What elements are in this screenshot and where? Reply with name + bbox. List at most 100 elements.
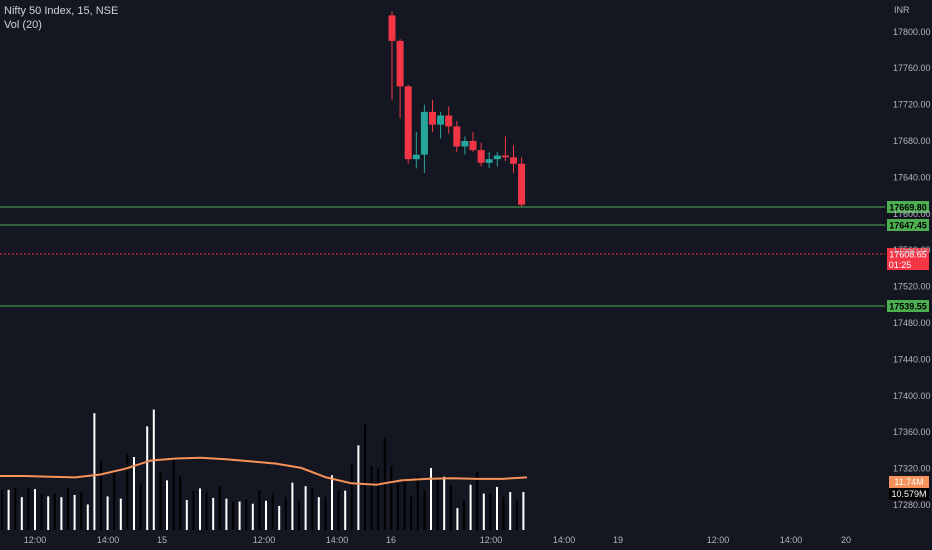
level-price-tag — [887, 219, 929, 231]
volume-bar — [34, 489, 36, 530]
volume-bar — [496, 486, 498, 530]
volume-bar — [456, 508, 459, 530]
volume-bar — [119, 498, 122, 530]
volume-bar — [515, 500, 518, 530]
price-axis[interactable]: 17920.0017880.0017840.0017800.0017760.00… — [893, 0, 931, 510]
volume-bar — [502, 497, 505, 530]
volume-bar — [449, 486, 452, 530]
volume-bar — [509, 492, 512, 530]
volume-bar — [278, 505, 281, 530]
x-tick-label: 14:00 — [553, 535, 576, 545]
volume-bar — [238, 501, 241, 530]
volume-bar — [482, 493, 485, 530]
candle-body — [510, 157, 517, 164]
volume-bar — [284, 497, 287, 530]
volume-bars — [1, 409, 525, 530]
volume-bar — [86, 504, 89, 530]
volume-bar — [179, 475, 182, 530]
volume-bar — [192, 490, 195, 530]
volume-ma-value: 11.74M — [894, 477, 923, 487]
volume-bar — [159, 471, 162, 530]
volume-bar — [436, 479, 439, 530]
candle-body — [388, 15, 396, 41]
candlestick-series — [388, 11, 526, 207]
volume-bar — [357, 445, 360, 530]
time-axis[interactable]: 12:00 14:00 15 12:00 14:00 16 12:00 14:00 19 12:0… — [24, 535, 851, 545]
volume-bar — [14, 487, 17, 530]
volume-bar — [27, 487, 30, 530]
symbol-title[interactable]: Nifty 50 Index, 15, NSE — [4, 5, 119, 17]
volume-bar — [1, 489, 3, 530]
candle-body — [453, 126, 461, 147]
candle-body — [429, 111, 436, 125]
volume-bar — [344, 490, 347, 530]
x-tick-label: 12:00 — [480, 535, 503, 545]
level-price-label: 17669.80 — [889, 203, 927, 213]
y-tick-label: 17360.00 — [893, 427, 931, 437]
level-price-label: 17539.55 — [889, 302, 927, 312]
volume-bar — [331, 475, 333, 530]
volume-bar — [47, 496, 50, 530]
x-tick-label: 12:00 — [253, 535, 276, 545]
volume-bar — [265, 500, 267, 530]
volume-bar — [113, 470, 116, 530]
volume-bar — [251, 503, 254, 530]
volume-bar — [146, 426, 149, 530]
volume-ma-tag — [889, 476, 929, 488]
chart-legend: Nifty 50 Index, 15, NSE Vol (20) — [4, 4, 118, 32]
x-tick-label: 12:00 — [707, 535, 730, 545]
volume-bar — [212, 497, 215, 530]
volume-bar — [271, 492, 274, 530]
volume-bar — [337, 489, 340, 530]
volume-bar — [80, 492, 83, 530]
candle-body — [493, 155, 501, 160]
volume-bar — [489, 494, 492, 530]
y-tick-label: 17680.00 — [893, 136, 931, 146]
candle-body — [412, 154, 420, 160]
volume-bar — [166, 480, 168, 530]
y-tick-label: 17400.00 — [893, 391, 931, 401]
volume-ma-polyline — [0, 456, 528, 486]
countdown-label: 01:25 — [889, 260, 912, 270]
volume-bar — [225, 498, 228, 530]
level-price-label: 17647.45 — [889, 221, 927, 231]
volume-bar — [20, 497, 23, 530]
y-tick-label: 17520.00 — [893, 282, 931, 292]
volume-bar — [53, 493, 56, 530]
x-tick-label: 14:00 — [780, 535, 803, 545]
candle-body — [445, 115, 453, 127]
volume-bar — [60, 497, 63, 530]
x-tick-label: 12:00 — [24, 535, 47, 545]
volume-bar — [377, 467, 380, 530]
volume-bar — [423, 489, 426, 530]
candle-body — [518, 163, 526, 205]
volume-bar — [106, 496, 109, 530]
y-tick-label: 17720.00 — [893, 100, 931, 110]
volume-legend[interactable]: Vol (20) — [4, 19, 42, 31]
volume-bar — [291, 482, 294, 530]
volume-bar — [430, 467, 432, 530]
y-tick-label: 17320.00 — [893, 464, 931, 474]
y-tick-label: 17440.00 — [893, 354, 931, 364]
volume-bar — [67, 487, 69, 530]
last-price-tag — [887, 248, 929, 270]
y-tick-label: 17800.00 — [893, 27, 931, 37]
x-tick-label: 14:00 — [97, 535, 120, 545]
volume-bar — [185, 500, 188, 530]
volume-bar — [258, 490, 261, 530]
level-price-tag — [887, 201, 929, 213]
candle-body — [437, 115, 445, 125]
volume-bar — [139, 484, 142, 530]
volume-bar — [172, 457, 175, 530]
candle-body — [469, 141, 477, 151]
volume-bar — [364, 424, 366, 530]
last-price-label: 17608.65 — [889, 250, 927, 260]
volume-bar — [416, 475, 419, 530]
volume-bar — [152, 409, 155, 530]
volume-bar — [133, 457, 135, 530]
candle-body — [461, 141, 469, 147]
volume-bar — [370, 466, 373, 530]
